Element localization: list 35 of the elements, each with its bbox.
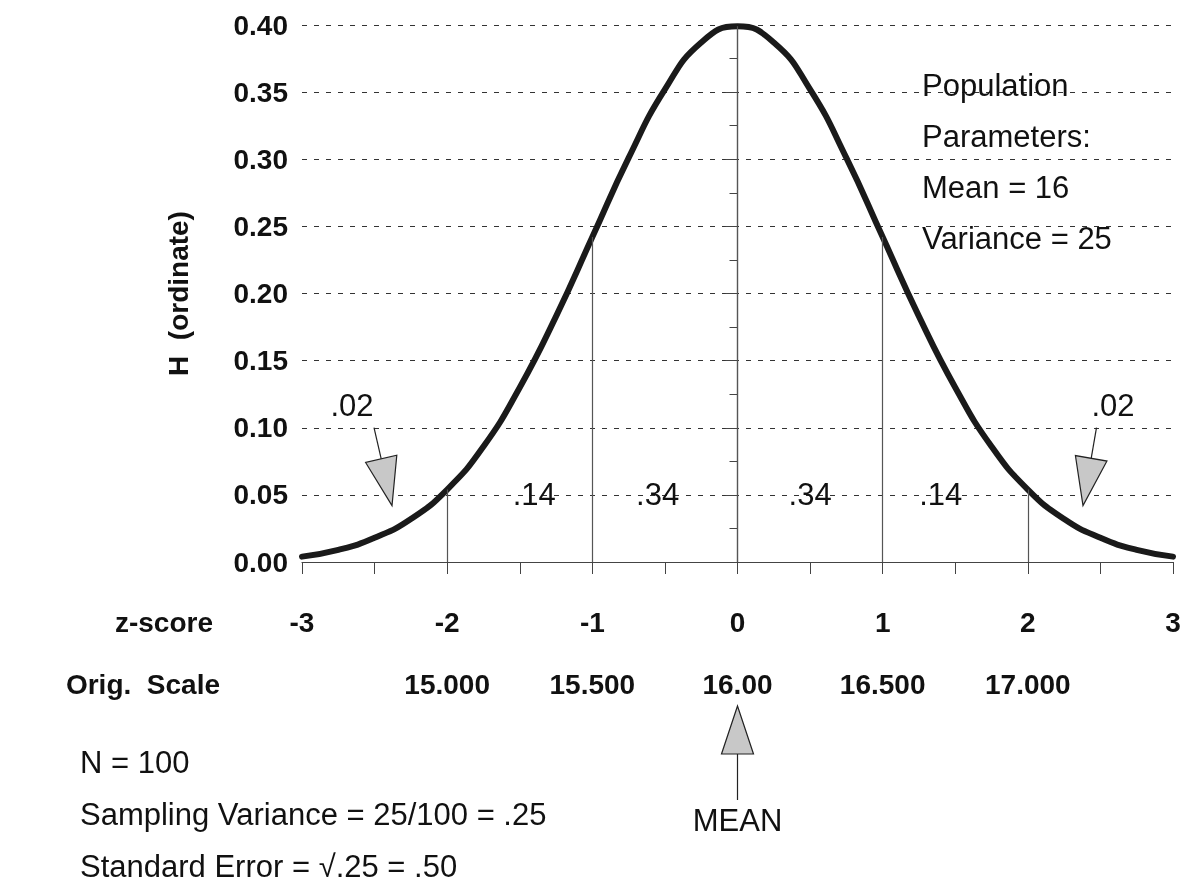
annotation: .14: [512, 477, 556, 513]
y-tick-label: 0.35: [233, 76, 288, 108]
x2-tick-label: 16.500: [839, 668, 926, 700]
x-tick-label: 2: [1020, 606, 1036, 638]
x2-tick-label: 17.000: [985, 668, 1071, 700]
x2-tick-label: 16.00: [702, 668, 773, 700]
text: N = 100: [80, 744, 190, 780]
x-tick-label: 3: [1165, 606, 1181, 638]
annotation: .02: [330, 388, 374, 424]
x-axis-title: z-score: [114, 606, 213, 638]
x2-tick-label: 15.500: [549, 668, 636, 700]
x2-axis-title: Orig. Scale: [65, 668, 220, 700]
y-tick-label: 0.05: [233, 479, 288, 511]
annotation: .34: [788, 477, 832, 513]
annotation: .34: [636, 477, 680, 513]
annotation: .14: [919, 477, 963, 513]
y-axis-title: H (ordinate): [162, 211, 194, 376]
y-tick-label: 0.25: [233, 210, 288, 242]
text: Sampling Variance = 25/100 = .25: [80, 796, 547, 832]
y-tick-label: 0.10: [233, 412, 288, 444]
x-tick-label: -2: [434, 606, 460, 638]
y-tick-label: 0.00: [233, 546, 288, 578]
y-tick-label: 0.15: [233, 345, 288, 377]
x-tick-label: 0: [729, 606, 746, 638]
annotation: Population Parameters: Mean = 16 Variance = 25: [922, 68, 1112, 256]
text: MEAN: [692, 802, 783, 838]
x-tick-label: 1: [874, 606, 891, 638]
x2-tick-label: 15.000: [404, 668, 490, 700]
y-tick-label: 0.40: [233, 9, 288, 41]
x-tick-label: -3: [289, 606, 315, 638]
text: Standard Error = √.25 = .50: [80, 848, 458, 884]
annotation: .02: [1091, 388, 1135, 424]
y-tick-label: 0.20: [233, 278, 288, 309]
y-tick-label: 0.30: [233, 143, 288, 175]
x-tick-label: -1: [579, 606, 605, 638]
